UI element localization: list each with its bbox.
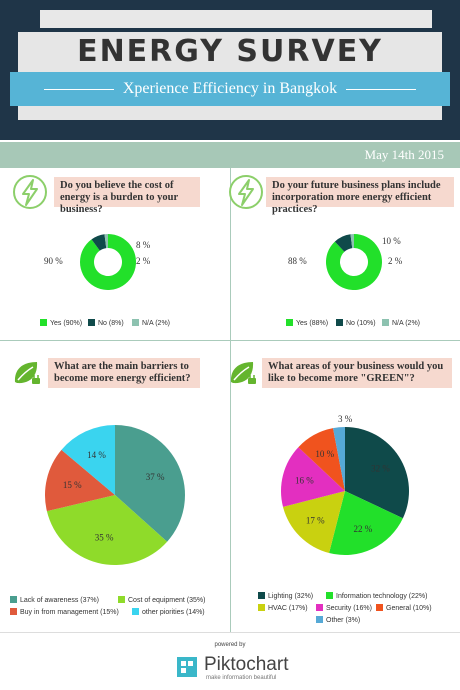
- pie2-label-no: 10 %: [382, 236, 401, 246]
- legend-item: other piorities (14%): [132, 608, 205, 617]
- legend-item: General (10%): [376, 604, 432, 613]
- pie-data-label: 22 %: [354, 524, 373, 534]
- lightning-icon: [229, 175, 263, 209]
- pie-data-label: 35 %: [95, 533, 114, 543]
- legend-item: Cost of equipment (35%): [118, 596, 205, 605]
- pie-data-label: 32 %: [371, 463, 390, 473]
- date-band: May 14th 2015: [0, 142, 460, 168]
- pie-slice: [61, 425, 115, 495]
- legend-item: Lighting (32%): [258, 592, 313, 601]
- pie-slice: [334, 234, 353, 252]
- divider-vertical-top: [230, 168, 231, 340]
- header-banner: ENERGY SURVEY Xperience Efficiency in Ba…: [0, 0, 460, 140]
- legend-item: Lack of awareness (37%): [10, 596, 99, 605]
- pie1-label-no: 8 %: [136, 240, 151, 250]
- brand-name: Piktochart: [204, 654, 289, 675]
- powered-by-text: powered by: [214, 642, 246, 648]
- pie-slice: [333, 427, 345, 491]
- pie-data-label: 10 %: [315, 449, 334, 459]
- pie1-legend: Yes (90%) No (8%) N/A (2%): [40, 319, 230, 329]
- pie-slice: [80, 234, 136, 290]
- pie2-label-na: 2 %: [388, 256, 403, 266]
- question-2: Do your future business plans include in…: [266, 177, 454, 215]
- pie4-legend: Lighting (32%) Information technology (2…: [258, 592, 458, 628]
- pie-slice: [326, 234, 382, 290]
- pie3-legend: Lack of awareness (37%) Cost of equipmen…: [10, 596, 230, 620]
- pie-slice: [350, 234, 354, 249]
- pie1-label-yes: 90 %: [44, 256, 63, 266]
- legend-item: Buy in from management (15%): [10, 608, 119, 617]
- question-1: Do you believe the cost of energy is a b…: [54, 177, 200, 215]
- legend-item: Yes (90%): [40, 319, 82, 328]
- pie-data-label: 17 %: [306, 516, 325, 526]
- pie-slice: [281, 447, 345, 507]
- header-top-bar: [40, 10, 432, 28]
- question-3: What are the main barriers to become mor…: [48, 358, 200, 388]
- pie2-legend: Yes (88%) No (10%) N/A (2%): [286, 319, 456, 329]
- pie-data-label: 14 %: [87, 450, 106, 460]
- pie-slice: [345, 427, 409, 519]
- legend-item: Security (16%): [316, 604, 372, 613]
- pie-slice: [91, 234, 107, 251]
- pie4-label-other: 3 %: [338, 414, 353, 424]
- survey-date: May 14th 2015: [364, 147, 444, 162]
- pie-slice: [283, 491, 345, 553]
- subtitle-ribbon: Xperience Efficiency in Bangkok: [10, 72, 450, 106]
- legend-item: N/A (2%): [132, 319, 170, 328]
- divider-footer: [0, 632, 460, 633]
- brand-tagline: make information beautiful: [206, 675, 277, 681]
- legend-item: N/A (2%): [382, 319, 420, 328]
- pie2-label-yes: 88 %: [288, 256, 307, 266]
- ribbon-line-right: [346, 89, 416, 90]
- pie-slice: [115, 425, 186, 542]
- footer: powered by Piktochart make information b…: [0, 642, 460, 690]
- pie-chart-2: [326, 234, 382, 290]
- question-4: What areas of your business would you li…: [262, 358, 452, 388]
- divider-vertical-bottom: [230, 340, 231, 632]
- pie-data-label: 16 %: [295, 476, 314, 486]
- pie-slice: [46, 495, 168, 565]
- legend-item: HVAC (17%): [258, 604, 308, 613]
- pie-slice: [298, 428, 345, 491]
- lightning-icon: [13, 175, 47, 209]
- ribbon-line-left: [44, 89, 114, 90]
- page-subtitle: Xperience Efficiency in Bangkok: [122, 80, 338, 97]
- leaf-plug-icon: [14, 362, 40, 384]
- pie-chart-1: [80, 234, 136, 290]
- page-title: ENERGY SURVEY: [18, 32, 442, 72]
- pie-slice: [329, 491, 403, 555]
- pie-chart-4: 32 % 22 % 17 % 16 % 10 %: [281, 427, 409, 555]
- legend-item: Other (3%): [316, 616, 360, 625]
- pie-data-label: 15 %: [63, 480, 82, 490]
- header-bottom-bar: [18, 106, 442, 120]
- legend-item: No (10%): [336, 319, 376, 328]
- pie-slice: [45, 449, 115, 512]
- pie-slice: [104, 234, 108, 249]
- legend-item: No (8%): [88, 319, 124, 328]
- pie-data-label: 37 %: [146, 472, 165, 482]
- pie-chart-3: 37 % 35 % 15 % 14 %: [45, 425, 186, 565]
- piktochart-logo-icon: [177, 657, 197, 677]
- legend-item: Yes (88%): [286, 319, 328, 328]
- pie1-label-na: 2 %: [136, 256, 151, 266]
- legend-item: Information technology (22%): [326, 592, 427, 601]
- leaf-plug-icon: [230, 362, 256, 384]
